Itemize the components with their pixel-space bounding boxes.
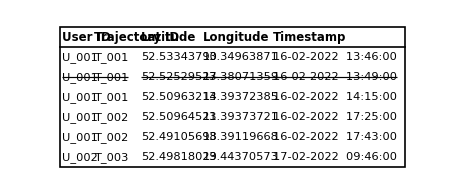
Text: 13.38071359: 13.38071359 bbox=[203, 72, 279, 82]
Text: 17-02-2022  09:46:00: 17-02-2022 09:46:00 bbox=[273, 152, 397, 162]
Text: U_001: U_001 bbox=[62, 52, 98, 63]
Text: T_001: T_001 bbox=[94, 92, 128, 103]
Text: 13.34963871: 13.34963871 bbox=[203, 52, 279, 62]
Text: 16-02-2022  17:25:00: 16-02-2022 17:25:00 bbox=[273, 112, 397, 122]
Text: U_001: U_001 bbox=[62, 72, 98, 83]
Text: T_002: T_002 bbox=[94, 112, 128, 123]
Text: U_001: U_001 bbox=[62, 112, 98, 123]
Text: U_001: U_001 bbox=[62, 132, 98, 142]
Text: T_002: T_002 bbox=[94, 132, 128, 142]
Text: U_001: U_001 bbox=[62, 92, 98, 103]
Text: 52.50964521: 52.50964521 bbox=[141, 112, 217, 122]
Text: U_002: U_002 bbox=[62, 152, 98, 163]
Text: Trajectory ID: Trajectory ID bbox=[94, 31, 179, 44]
Text: 52.53343790: 52.53343790 bbox=[141, 52, 217, 62]
Text: 16-02-2022  13:46:00: 16-02-2022 13:46:00 bbox=[273, 52, 397, 62]
Text: 16-02-2022  13:49:00: 16-02-2022 13:49:00 bbox=[273, 72, 397, 82]
Text: 13.39119668: 13.39119668 bbox=[203, 132, 279, 142]
Text: 52.50963214: 52.50963214 bbox=[141, 92, 217, 102]
Text: User ID: User ID bbox=[62, 31, 111, 44]
Text: T_001: T_001 bbox=[94, 52, 128, 63]
Text: T_003: T_003 bbox=[94, 152, 128, 163]
Text: Latitude: Latitude bbox=[141, 31, 197, 44]
Text: 52.49105698: 52.49105698 bbox=[141, 132, 217, 142]
Text: 13.39372385: 13.39372385 bbox=[203, 92, 279, 102]
Text: 13.44370573: 13.44370573 bbox=[203, 152, 279, 162]
Text: 52.49818029: 52.49818029 bbox=[141, 152, 217, 162]
Text: 13.39373721: 13.39373721 bbox=[203, 112, 279, 122]
Text: 16-02-2022  17:43:00: 16-02-2022 17:43:00 bbox=[273, 132, 397, 142]
Text: Longitude: Longitude bbox=[203, 31, 269, 44]
Text: 16-02-2022  14:15:00: 16-02-2022 14:15:00 bbox=[273, 92, 397, 102]
Text: T_001: T_001 bbox=[94, 72, 128, 83]
Text: Timestamp: Timestamp bbox=[273, 31, 346, 44]
Text: 52.52529527: 52.52529527 bbox=[141, 72, 217, 82]
